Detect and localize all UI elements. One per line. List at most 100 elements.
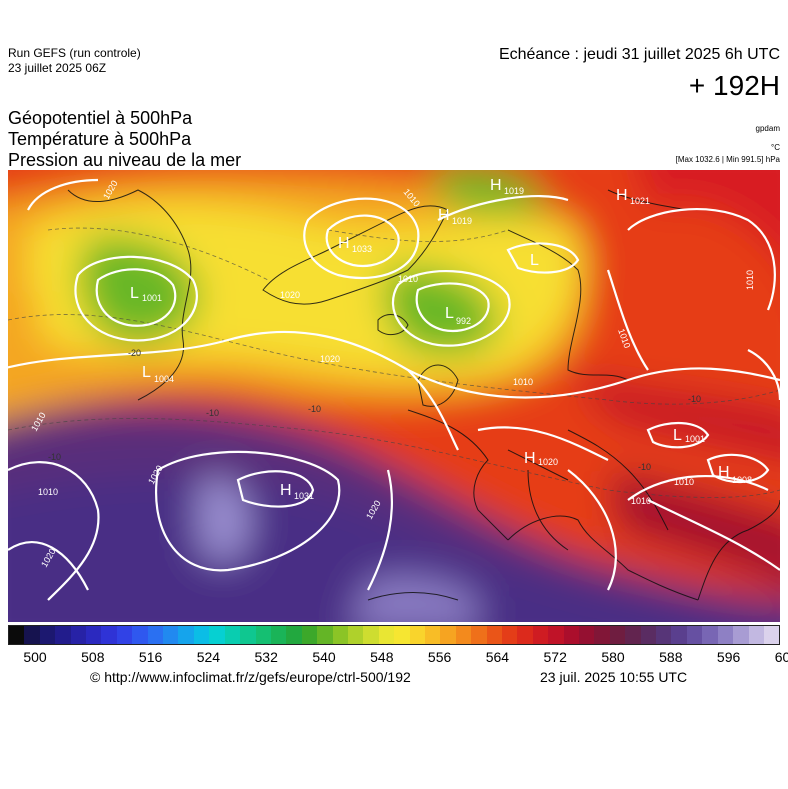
colorbar-swatch: [224, 626, 241, 644]
colorbar-swatch: [502, 626, 518, 644]
colorbar-tick-label: 508: [81, 649, 105, 665]
svg-text:1010: 1010: [38, 487, 58, 497]
svg-text:1001: 1001: [685, 434, 705, 444]
colorbar-swatch: [671, 626, 687, 644]
colorbar-swatch: [209, 626, 225, 644]
svg-text:1001: 1001: [142, 293, 162, 303]
pressure-centers: L 1001 L 1004 L 992 L H 1033 H 1019 H 1019 H 10…: [130, 177, 752, 501]
colorbar-swatch: [517, 626, 533, 644]
svg-text:1019: 1019: [504, 186, 524, 196]
colorbar-tick-label: 532: [254, 649, 278, 665]
colorbar-tick-label: 556: [427, 649, 452, 665]
svg-text:H: H: [438, 207, 450, 224]
colorbar-swatch: [548, 626, 564, 644]
high-center-3: H 1019: [438, 207, 472, 226]
svg-text:1033: 1033: [352, 244, 372, 254]
colorbar-swatch: [193, 626, 210, 644]
temperature-isotherms: [8, 227, 780, 498]
colorbar-swatch: [440, 626, 456, 644]
high-center-2: H 1019: [490, 177, 524, 196]
source-url: © http://www.infoclimat.fr/z/gefs/europe…: [90, 669, 411, 685]
low-center-4: L: [530, 252, 539, 269]
svg-text:H: H: [524, 450, 536, 467]
colorbar-tick-label: 564: [485, 649, 510, 665]
svg-text:1010: 1010: [674, 477, 694, 487]
low-center-5: L 1001: [673, 427, 705, 444]
svg-text:1021: 1021: [630, 196, 650, 206]
colorbar-swatch: [178, 626, 194, 644]
svg-text:1020: 1020: [320, 354, 340, 364]
colorbar-swatch: [363, 626, 379, 644]
colorbar-tick-label: 596: [716, 649, 741, 665]
colorbar-swatch: [409, 626, 425, 644]
low-center-3: L 992: [445, 305, 471, 326]
svg-text:-10: -10: [48, 452, 61, 462]
colorbar-swatch: [39, 626, 56, 644]
colorbar-swatch: [286, 626, 302, 644]
pressure-range: [Max 1032.6 | Min 991.5] hPa: [675, 155, 780, 164]
svg-text:1010: 1010: [398, 274, 418, 284]
run-title: Run GEFS (run controle): [8, 46, 141, 60]
run-date: 23 juillet 2025 06Z: [8, 61, 107, 75]
svg-text:1010: 1010: [745, 270, 755, 290]
colorbar-swatch: [625, 626, 641, 644]
svg-text:-20: -20: [128, 348, 141, 358]
high-center-7: H 1031: [280, 482, 314, 501]
svg-text:H: H: [718, 464, 730, 481]
geopotential-field: [8, 170, 780, 622]
svg-text:L: L: [130, 285, 139, 302]
svg-text:L: L: [673, 427, 682, 444]
colorbar-swatch: [332, 626, 348, 644]
generated-time: 23 juil. 2025 10:55 UTC: [540, 669, 688, 685]
colorbar-swatch: [563, 626, 580, 644]
colorbar-swatch: [163, 626, 179, 644]
svg-text:H: H: [616, 187, 628, 204]
colorbar-tick-label: 516: [138, 649, 163, 665]
svg-text:-10: -10: [638, 462, 651, 472]
unit-temperature: °C: [771, 143, 780, 152]
colorbar-swatch: [116, 626, 133, 644]
colorbar-tick-label: 572: [543, 649, 567, 665]
temperature-labels: -10 -20 -10 -10 -10 -10: [48, 348, 701, 472]
colorbar-tick-label: 580: [601, 649, 625, 665]
colorbar-swatch: [301, 626, 318, 644]
svg-text:-10: -10: [308, 404, 321, 414]
colorbar-tick-label: 604: [774, 649, 788, 665]
colorbar-tick-label: 500: [23, 649, 47, 665]
colorbar-swatch: [24, 626, 40, 644]
high-center-5: H 1020: [524, 450, 558, 467]
svg-text:1010: 1010: [513, 377, 533, 387]
svg-text:-10: -10: [206, 408, 219, 418]
colorbar-tick-label: 588: [659, 649, 683, 665]
colorbar-swatch: [609, 626, 626, 644]
colorbar-swatch: [55, 626, 71, 644]
variable-temperature: Température à 500hPa: [8, 129, 192, 149]
svg-text:1020: 1020: [280, 290, 300, 300]
colorbar-swatch: [579, 626, 595, 644]
colorbar-swatch: [9, 626, 25, 644]
svg-text:L: L: [445, 305, 454, 322]
colorbar-swatch: [270, 626, 287, 644]
colorbar-swatch: [748, 626, 764, 644]
weather-map: L 1001 L 1004 L 992 L H 1033 H 1019 H 1019 H 10…: [8, 170, 780, 622]
svg-text:1008: 1008: [732, 475, 752, 485]
svg-text:L: L: [142, 364, 151, 381]
colorbar: [8, 625, 780, 645]
colorbar-swatch: [317, 626, 333, 644]
colorbar-swatch: [733, 626, 749, 644]
colorbar-swatch: [686, 626, 703, 644]
colorbar-swatch: [471, 626, 487, 644]
svg-text:H: H: [490, 177, 502, 194]
colorbar-tick-label: 540: [312, 649, 336, 665]
svg-text:1031: 1031: [294, 491, 314, 501]
colorbar-swatch: [640, 626, 657, 644]
svg-text:1004: 1004: [154, 374, 174, 384]
colorbar-swatch: [486, 626, 502, 644]
colorbar-swatch: [132, 626, 148, 644]
colorbar-tick-label: 548: [370, 649, 394, 665]
colorbar-swatch: [101, 626, 117, 644]
colorbar-swatch: [378, 626, 395, 644]
high-center-6: H 1008: [718, 464, 752, 485]
svg-text:1010: 1010: [631, 496, 651, 506]
colorbar-swatch: [70, 626, 87, 644]
